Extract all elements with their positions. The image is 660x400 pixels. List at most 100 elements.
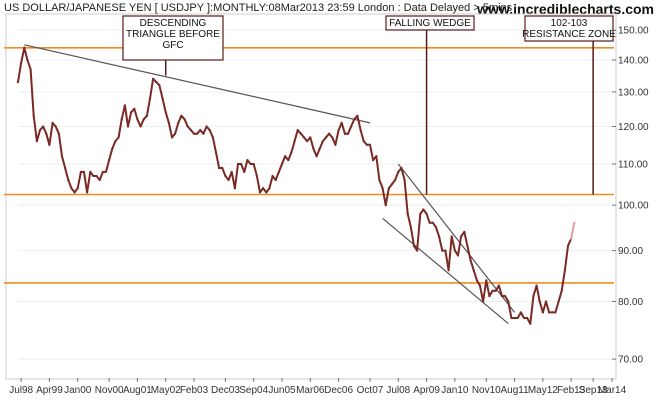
- price-point: [208, 128, 211, 132]
- price-point: [321, 139, 324, 143]
- y-tick-label: 90.00: [618, 246, 643, 257]
- price-point: [444, 249, 447, 252]
- x-tick-label: Dec03: [211, 385, 240, 396]
- price-point: [372, 159, 375, 162]
- price-point: [460, 235, 463, 238]
- price-point: [32, 114, 35, 117]
- price-point: [196, 132, 199, 135]
- price-point: [240, 162, 243, 166]
- price-point: [560, 289, 563, 292]
- price-point: [375, 155, 378, 158]
- price-point: [192, 132, 196, 135]
- price-point: [431, 221, 434, 224]
- x-tick-label: Mar06: [296, 385, 325, 396]
- price-point: [356, 114, 359, 117]
- x-tick-label: Feb13: [557, 385, 586, 396]
- x-tick-label: Sep04: [239, 385, 268, 396]
- price-point: [441, 249, 444, 252]
- price-point: [123, 104, 126, 107]
- price-point: [337, 128, 340, 132]
- price-point: [312, 147, 315, 150]
- price-point: [573, 221, 576, 224]
- price-point: [482, 300, 485, 303]
- price-point: [447, 269, 450, 272]
- x-tick-label: Sep13: [579, 385, 608, 396]
- price-point: [258, 191, 262, 194]
- price-point: [510, 316, 513, 320]
- price-point: [142, 118, 145, 121]
- price-point: [302, 136, 306, 139]
- price-point: [98, 178, 101, 182]
- price-point: [23, 46, 26, 49]
- price-point: [346, 132, 350, 135]
- price-point: [35, 139, 38, 143]
- trend-line: [382, 217, 509, 325]
- price-point: [29, 68, 32, 71]
- price-point: [478, 284, 482, 287]
- annotation-text: GFC: [162, 40, 183, 51]
- price-point: [108, 159, 111, 162]
- price-point: [463, 230, 466, 233]
- price-point: [353, 118, 356, 121]
- price-point: [290, 151, 293, 154]
- price-point: [189, 128, 192, 132]
- price-line: [570, 222, 576, 239]
- price-point: [403, 178, 406, 182]
- price-point: [243, 170, 246, 174]
- x-tick-label: Feb03: [180, 385, 209, 396]
- price-point: [133, 107, 136, 110]
- price-point: [362, 139, 365, 143]
- price-point: [472, 269, 475, 272]
- price-point: [152, 77, 155, 80]
- price-point: [416, 249, 419, 252]
- price-point: [384, 204, 387, 207]
- price-point: [557, 300, 560, 303]
- price-point: [92, 174, 95, 178]
- price-point: [236, 162, 240, 166]
- price-point: [221, 166, 224, 170]
- price-point: [126, 125, 130, 128]
- y-tick-label: 140.00: [618, 55, 649, 66]
- price-point: [412, 244, 416, 247]
- price-point: [155, 80, 158, 84]
- price-point: [89, 170, 92, 174]
- x-tick-label: Aug01: [123, 385, 152, 396]
- price-point: [114, 139, 117, 143]
- price-point: [170, 136, 174, 139]
- price-point: [280, 162, 284, 166]
- price-point: [381, 187, 384, 190]
- chart-title: US DOLLAR/JAPANESE YEN [ USDJPY ]:MONTHL…: [4, 2, 513, 14]
- annotation-pointers: [164, 30, 594, 195]
- price-series: [16, 46, 576, 325]
- price-point: [529, 322, 532, 325]
- y-tick-label: 100.00: [618, 201, 649, 212]
- price-point: [111, 147, 114, 150]
- price-point: [570, 237, 573, 240]
- price-point: [265, 191, 268, 194]
- price-point: [519, 311, 522, 314]
- annotation-text: RESISTANCE ZONE: [522, 29, 616, 40]
- price-point: [497, 284, 500, 287]
- price-point: [16, 80, 20, 84]
- price-point: [104, 170, 108, 174]
- price-point: [306, 139, 309, 143]
- y-tick-label: 70.00: [618, 355, 643, 366]
- price-point: [334, 143, 337, 146]
- x-tick-label: May12: [528, 385, 558, 396]
- y-tick-label: 130.00: [618, 87, 649, 98]
- price-point: [211, 136, 214, 139]
- price-point: [513, 316, 516, 320]
- price-point: [277, 170, 280, 174]
- price-point: [419, 212, 422, 215]
- price-point: [246, 159, 249, 162]
- site-brand[interactable]: www.incrediblecharts.com: [477, 1, 654, 17]
- x-tick-label: Jul98: [9, 385, 33, 396]
- y-tick-label: 80.00: [618, 297, 643, 308]
- price-point: [76, 187, 79, 190]
- price-point: [522, 316, 526, 320]
- trend-line: [397, 163, 516, 313]
- price-point: [255, 174, 258, 178]
- price-point: [397, 170, 400, 174]
- price-point: [526, 316, 529, 320]
- annotation-text: FALLING WEDGE: [389, 18, 471, 29]
